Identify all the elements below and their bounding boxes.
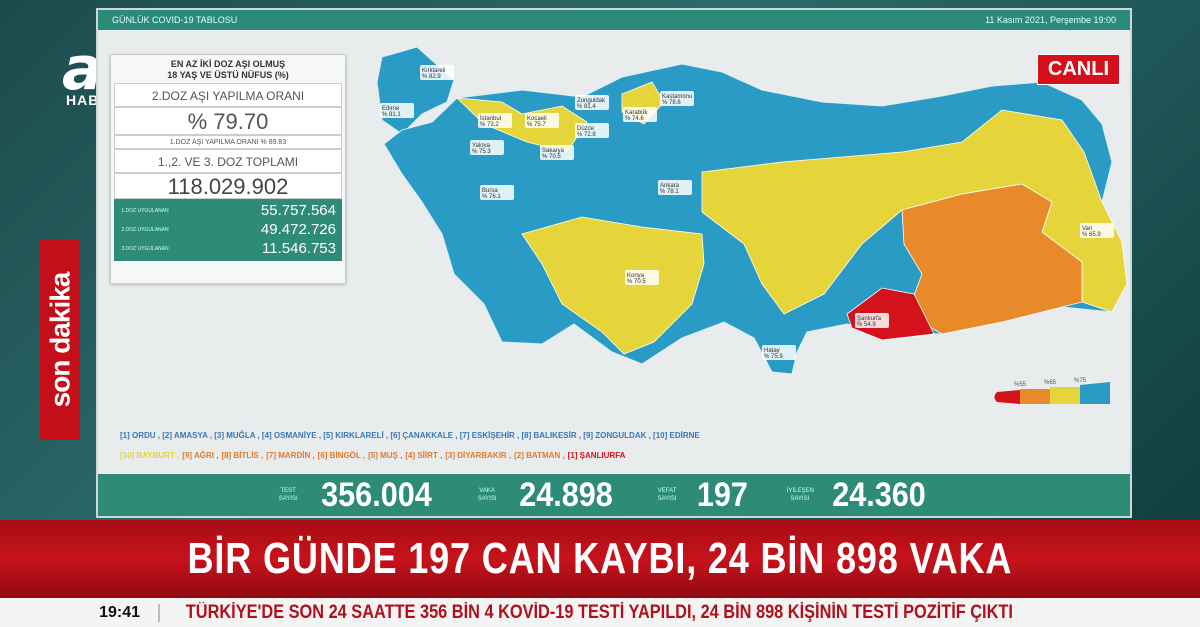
svg-text:Kocaeli: Kocaeli (527, 116, 547, 122)
svg-text:% 54.9: % 54.9 (857, 322, 876, 328)
province-label: Kastamonu% 78.6 (660, 91, 694, 106)
list-item: [2] BATMAN , (514, 451, 565, 460)
list-item: [8] BİTLİS , (221, 451, 264, 460)
svg-text:Sakarya: Sakarya (542, 148, 565, 154)
svg-text:Kastamonu: Kastamonu (662, 94, 692, 100)
svg-text:% 70.5: % 70.5 (542, 154, 561, 160)
province-label: Kırklareli% 82.9 (420, 65, 454, 80)
list-item: [7] MARDİN , (266, 451, 315, 460)
list-item: [5] MUŞ , (368, 451, 403, 460)
province-label: Zonguldak% 81.4 (575, 95, 609, 110)
province-label: Yalova% 75.3 (470, 140, 504, 155)
legend-orange (1020, 389, 1050, 404)
list-item: [10] BAYBURT , (120, 451, 180, 460)
news-ticker: 19:41 TÜRKİYE'DE SON 24 SAATTE 356 BİN 4… (0, 598, 1200, 627)
svg-text:% 76.1: % 76.1 (482, 194, 501, 200)
svg-text:% 72.8: % 72.8 (577, 132, 596, 138)
svg-text:Edirne: Edirne (382, 106, 400, 112)
svg-text:% 73.2: % 73.2 (480, 122, 499, 128)
legend-yellow (1050, 387, 1080, 404)
legend-blue (1080, 382, 1110, 404)
province-label: Sakarya% 70.5 (540, 145, 574, 160)
legend-red (994, 390, 1020, 404)
dose2-count: 49.472.726 (260, 221, 336, 238)
map-region-yellow-central (521, 216, 705, 355)
svg-text:% 81.1: % 81.1 (382, 112, 401, 118)
list-item: [9] AĞRI , (182, 451, 219, 460)
panel-date: 11 Kasım 2021, Perşembe 19:00 (985, 15, 1116, 25)
list-item: [6] BİNGÖL , (317, 451, 366, 460)
recovered-count: 24.360 (832, 475, 926, 514)
panel-header: GÜNLÜK COVID-19 TABLOSU 11 Kasım 2021, P… (98, 10, 1130, 30)
breaking-news-tag: son dakika (40, 240, 80, 440)
dose2-rate-value: % 79.70 (114, 107, 342, 135)
total-doses-label: 1.,2. VE 3. DOZ TOPLAMI (114, 149, 342, 173)
headline-banner: BİR GÜNDE 197 CAN KAYBI, 24 BİN 898 VAKA (0, 520, 1200, 598)
map-legend: %55 %65 %75 (994, 378, 1110, 404)
svg-text:% 65.9: % 65.9 (1082, 232, 1101, 238)
ticker-text: TÜRKİYE'DE SON 24 SAATTE 356 BİN 4 KOVİD… (185, 601, 1013, 623)
svg-text:Düzce: Düzce (577, 126, 595, 132)
province-label: Şanlıurfa% 54.9 (855, 313, 889, 328)
svg-text:% 70.5: % 70.5 (627, 279, 646, 285)
stats-title: EN AZ İKİ DOZ AŞI OLMUŞ 18 YAŞ VE ÜSTÜ NÜ… (167, 59, 289, 80)
dose-breakdown: 1.DOZ UYGULANAN 55.757.564 2.DOZ UYGULANA… (114, 199, 342, 261)
province-label: Ankara% 78.1 (658, 180, 692, 195)
svg-text:% 75.3: % 75.3 (472, 149, 491, 155)
daily-totals-bar: TEST SAYISI 356.004 VAKA SAYISI 24.898 VEF… (98, 474, 1130, 516)
province-label: İstanbul% 73.2 (478, 113, 512, 128)
ranking-lists: [1] ORDU , [2] AMASYA , [3] MUĞLA , [4] … (120, 426, 700, 466)
svg-text:% 78.6: % 78.6 (662, 100, 681, 106)
province-label: Kocaeli% 75.7 (525, 113, 559, 128)
svg-text:Zonguldak: Zonguldak (577, 98, 606, 104)
legend-label: %65 (1044, 380, 1057, 386)
case-count: 24.898 (519, 475, 613, 514)
svg-text:Ankara: Ankara (660, 183, 680, 189)
top-ten-list: [1] ORDU , [2] AMASYA , [3] MUĞLA , [4] … (120, 431, 700, 440)
svg-text:% 75.7: % 75.7 (527, 122, 546, 128)
province-label: Karabük% 74.6 (623, 107, 657, 122)
dose1-count: 55.757.564 (260, 202, 336, 219)
svg-text:% 78.1: % 78.1 (660, 189, 679, 195)
svg-text:Bursa: Bursa (482, 188, 498, 194)
legend-label: %55 (1014, 382, 1027, 388)
total-doses-value: 118.029.902 (114, 173, 342, 199)
list-item: [4] SİİRT , (405, 451, 443, 460)
svg-text:Yalova: Yalova (472, 143, 491, 149)
map-region-yellow-marmara (455, 97, 588, 153)
dose2-rate-label: 2.DOZ AŞI YAPILMA ORANI (114, 83, 342, 107)
province-label: Bursa% 76.1 (480, 185, 514, 200)
svg-text:% 82.9: % 82.9 (422, 74, 441, 80)
dose1-rate-text: 1.DOZ AŞI YAPILMA ORANI % 89.83 (114, 135, 342, 149)
province-label: Edirne% 81.1 (380, 103, 414, 118)
svg-text:Karabük: Karabük (625, 110, 648, 116)
svg-text:% 81.4: % 81.4 (577, 104, 596, 110)
svg-text:Hatay: Hatay (764, 348, 780, 354)
ticker-time: 19:41 (0, 603, 160, 622)
bottom-ten-list: [10] BAYBURT , [9] AĞRI , [8] BİTLİS , [7] … (120, 446, 700, 466)
list-item: [1] ŞANLIURFA (567, 451, 626, 460)
svg-text:Kırklareli: Kırklareli (422, 68, 445, 74)
list-item: [3] DİYARBAKIR , (445, 451, 512, 460)
death-count: 197 (696, 475, 748, 514)
svg-text:% 74.6: % 74.6 (625, 116, 644, 122)
province-label: Hatay% 75.9 (762, 345, 796, 360)
panel-title: GÜNLÜK COVID-19 TABLOSU (112, 15, 238, 25)
svg-text:Konya: Konya (627, 273, 645, 279)
turkey-vaccination-map: Edirne% 81.1 Kırklareli% 82.9 İstanbul% 73… (376, 46, 1128, 404)
covid-table-panel: GÜNLÜK COVID-19 TABLOSU 11 Kasım 2021, P… (96, 8, 1132, 518)
svg-text:Van: Van (1082, 226, 1092, 232)
svg-text:% 75.9: % 75.9 (764, 354, 783, 360)
svg-text:Şanlıurfa: Şanlıurfa (857, 316, 882, 322)
dose3-count: 11.546.753 (262, 240, 336, 257)
province-label: Van% 65.9 (1080, 223, 1114, 238)
province-label: Konya% 70.5 (625, 270, 659, 285)
map-region-orange-southeast (901, 183, 1083, 335)
province-label: Düzce% 72.8 (575, 123, 609, 138)
live-badge: CANLI (1036, 54, 1120, 85)
legend-label: %75 (1074, 378, 1087, 384)
vaccination-stats-box: EN AZ İKİ DOZ AŞI OLMUŞ 18 YAŞ VE ÜSTÜ NÜ… (110, 54, 346, 284)
svg-text:İstanbul: İstanbul (480, 115, 501, 122)
test-count: 356.004 (321, 475, 432, 514)
